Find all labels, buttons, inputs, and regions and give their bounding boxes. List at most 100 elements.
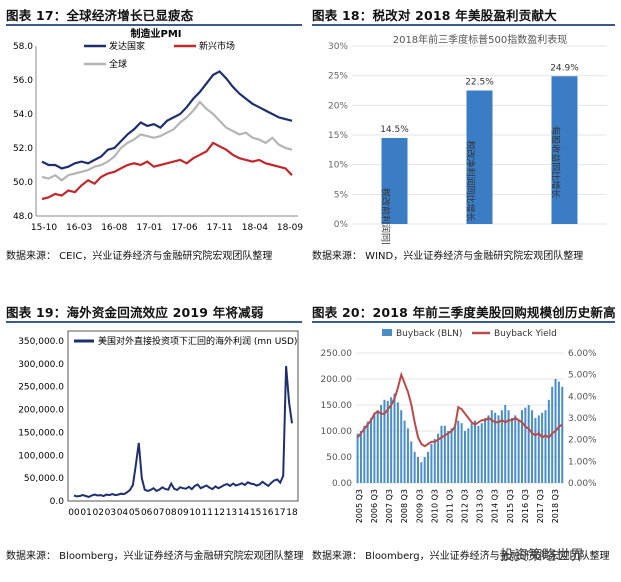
x-tick-label: 08 (165, 508, 177, 518)
bar (393, 393, 396, 483)
y2-tick-label: 0.00% (568, 479, 597, 489)
y2-tick-label: 1.00% (568, 457, 597, 467)
bar (366, 421, 369, 483)
panel-title-20: 图表 20：2018 年前三季度美股回购规模创历史新高 (312, 305, 616, 320)
x-tick-label: 2013 Q3 (476, 489, 485, 523)
y-tick-label: 0.00 (332, 479, 352, 489)
bar (537, 415, 540, 483)
bar (453, 425, 456, 483)
bar (531, 410, 534, 483)
bar (443, 425, 446, 483)
x-tick-label: 17-01 (136, 223, 162, 233)
source-19: 数据来源： Bloomberg，兴业证券经济与金融研究院宏观团队整理 (6, 551, 304, 562)
series-line-0 (41, 70, 293, 170)
title-rule-17 (6, 24, 302, 26)
yield-line (356, 371, 563, 448)
bar (413, 451, 416, 483)
x-tick-label: 01 (80, 508, 91, 518)
data-label: 14.5% (380, 125, 409, 135)
chart-19: 0.0 50,000.0 100,000.0 150,000.0 200,000.0 25… (6, 323, 304, 533)
y-tick-label: 200.00 (321, 375, 353, 385)
bar (440, 425, 443, 483)
x-tick-label: 15-10 (31, 223, 57, 233)
y-tick-label: 56.0 (13, 76, 33, 86)
y-tick-label: 0.0 (50, 497, 65, 507)
bar (490, 410, 493, 483)
bar (423, 457, 426, 483)
x-tick-label: 18-09 (277, 223, 303, 233)
bar (383, 399, 386, 483)
bar (430, 444, 433, 483)
x-tick-label: 05 (129, 508, 140, 518)
source-17: 数据来源： CEIC，兴业证券经济与金融研究院宏观团队整理 (6, 251, 273, 262)
title-rule-19 (6, 321, 302, 323)
x-tick-label: 2017 Q3 (536, 489, 545, 523)
x-tick-label: 2008 Q3 (400, 489, 409, 523)
bar (406, 428, 409, 483)
repatriation-line-chart: 0.0 50,000.0 100,000.0 150,000.0 200,000.0 25… (18, 330, 299, 518)
y-tick-label: 30% (328, 42, 348, 52)
bar (376, 410, 379, 483)
panel-title-17: 图表 17：全球经济增长已显疲态 (6, 8, 194, 23)
bar (524, 407, 527, 483)
plot-frame (67, 330, 299, 502)
buyback-combo-chart: 0.00 50.00 100.00 150.00 200.00 250.00 0.00% 1.… (321, 329, 597, 523)
y2-tick-label: 4.00% (568, 392, 597, 402)
x-tick-label: 07 (153, 508, 164, 518)
bar (386, 400, 389, 483)
bar (427, 451, 430, 483)
x-tick-label: 11 (201, 508, 212, 518)
x-tick-label: 2014 Q3 (491, 489, 500, 523)
bar (561, 386, 564, 483)
bar (381, 137, 408, 224)
bar (466, 90, 493, 224)
bar (551, 76, 578, 224)
watermark: 投资策略世界 (500, 548, 584, 564)
y2-tick-label: 5.00% (568, 371, 597, 381)
y-tick-label: 350,000.0 (18, 337, 64, 347)
bar (450, 428, 453, 483)
bar (460, 423, 463, 483)
bar (484, 418, 487, 483)
bar (507, 410, 510, 483)
x-tick-label: 2015 Q3 (506, 489, 515, 523)
x-tick-label: 09 (177, 508, 189, 518)
x-tick-label: 00 (68, 508, 80, 518)
bar (467, 428, 470, 483)
y-tick-label: 150,000.0 (18, 428, 64, 438)
bar (400, 410, 403, 483)
series-line-1 (41, 141, 293, 201)
x-tick-label: 16-03 (66, 223, 92, 233)
x-tick-label: 17-11 (207, 223, 233, 233)
y-tick-label: 150.00 (321, 401, 353, 411)
x-tick-label: 2012 Q3 (461, 489, 470, 523)
panel-title-18: 图表 18：税改对 2018 年美股盈利贡献大 (312, 8, 557, 23)
y-tick-label: 200,000.0 (18, 406, 64, 416)
y-tick-label: 5% (334, 190, 349, 200)
y2-tick-label: 3.00% (568, 414, 597, 424)
x-category-label: 税改净利润同比增长 (465, 141, 477, 222)
bar (474, 420, 477, 483)
bar (494, 412, 497, 483)
y-tick-label: 100,000.0 (18, 451, 64, 461)
x-tick-label: 17 (274, 508, 285, 518)
bar (373, 412, 376, 483)
y2-tick-label: 6.00% (568, 349, 597, 359)
bar (416, 457, 419, 483)
data-label: 22.5% (465, 78, 494, 88)
x-tick-label: 02 (92, 508, 103, 518)
bar (363, 425, 366, 483)
y-tick-label: 15% (328, 131, 348, 141)
x-tick-label: 17-06 (171, 223, 197, 233)
source-20: 数据来源： Bloomberg，兴业证券经济与金融研究院宏观团队整理 (312, 551, 610, 562)
bar (544, 410, 547, 483)
legend-label: 美国对外直接投资项下汇回的海外利润 (mn USD) (98, 335, 297, 347)
x-tick-label: 2018 Q3 (551, 489, 560, 523)
bar (477, 425, 480, 483)
y-tick-label: 0% (334, 220, 349, 230)
bar (410, 441, 413, 483)
chart-18: 0% 5% 10% 15% 20% 25% 30% 14.5% 税改前利润同比增长 22.5% 税改… (312, 26, 615, 269)
y-tick-label: 100.00 (321, 427, 353, 437)
bar (470, 423, 473, 483)
legend-label: Buyback (BLN) (396, 329, 462, 339)
